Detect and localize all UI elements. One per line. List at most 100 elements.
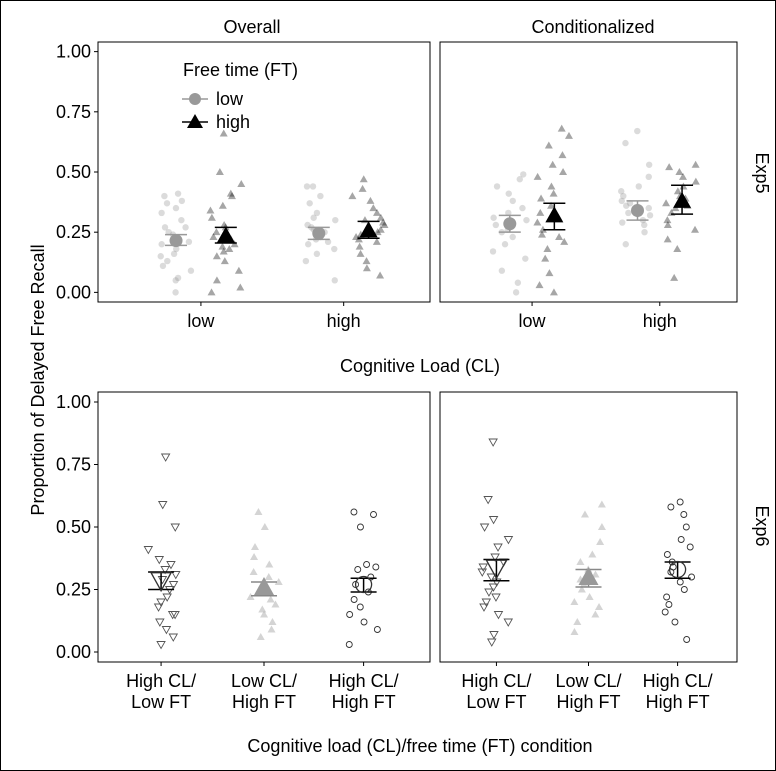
data-point-highcl-highft (356, 603, 364, 611)
data-point-lowcl-highft (588, 550, 597, 558)
data-point-highcl-highft (661, 608, 669, 616)
x-tick-label: Low FT (131, 692, 191, 712)
data-point-high (536, 208, 545, 216)
data-point-high (376, 271, 385, 279)
data-point-low (178, 216, 185, 224)
data-point-high (558, 151, 567, 159)
data-point-high (538, 225, 547, 233)
data-point-highcl-lowft (156, 598, 166, 607)
data-point-highcl-highft (370, 511, 377, 518)
data-point-low (163, 200, 171, 207)
data-point-high (665, 163, 674, 171)
data-point-low (187, 267, 195, 274)
data-point-low (623, 202, 630, 209)
data-point-low (492, 221, 500, 229)
data-point-high (226, 189, 235, 197)
x-axis-title-exp6: Cognitive load (CL)/free time (FT) condi… (247, 736, 592, 756)
data-point-low (158, 241, 165, 248)
data-point-high (376, 225, 385, 233)
data-point-lowcl-highft (260, 523, 269, 530)
data-point-lowcl-highft (576, 558, 585, 565)
data-point-highcl-highft (680, 511, 688, 518)
data-point-lowcl-highft (271, 600, 280, 608)
data-point-lowcl-highft (274, 578, 283, 585)
data-point-lowcl-highft (258, 605, 267, 613)
data-point-high (691, 225, 700, 233)
data-point-low (172, 289, 179, 296)
data-point-highcl-highft (682, 523, 690, 531)
y-tick-label: 1.00 (56, 392, 91, 412)
data-point-high (219, 247, 228, 255)
data-point-low (324, 238, 332, 246)
data-point-lowcl-highft (260, 610, 269, 618)
data-point-high (372, 237, 381, 245)
data-point-lowcl-highft (249, 568, 258, 575)
data-point-high (227, 192, 236, 200)
x-tick-label: High FT (232, 692, 296, 712)
data-point-low (331, 277, 338, 284)
data-point-highcl-lowft (488, 438, 498, 447)
data-point-high (679, 172, 688, 180)
data-point-low (645, 173, 652, 181)
data-point-low (174, 274, 182, 282)
data-point-low (317, 192, 324, 200)
data-point-highcl-lowft (170, 523, 181, 532)
data-point-high (356, 249, 365, 257)
data-point-highcl-highft (346, 611, 354, 618)
data-point-high (234, 266, 243, 274)
data-point-highcl-highft (363, 561, 371, 568)
data-point-low (645, 161, 653, 168)
data-point-low (303, 183, 311, 190)
data-point-highcl-highft (350, 508, 358, 516)
data-point-low (522, 255, 529, 262)
data-point-highcl-lowft (491, 593, 501, 602)
data-point-lowcl-highft (266, 595, 275, 603)
data-point-low (519, 204, 526, 212)
legend: Free time (FT) low high (182, 60, 298, 132)
data-point-low (622, 241, 629, 248)
data-point-high (555, 233, 564, 240)
data-point-highcl-lowft (160, 566, 170, 575)
mean-marker-low (312, 226, 326, 240)
data-point-lowcl-highft (596, 538, 605, 545)
data-point-high (691, 177, 700, 185)
y-tick-label: 0.50 (56, 162, 91, 182)
data-point-high (348, 192, 357, 200)
mean-marker-high (673, 191, 692, 208)
data-point-lowcl-highft (577, 585, 586, 593)
data-point-highcl-highft (373, 626, 381, 633)
data-point-low (332, 216, 339, 224)
data-point-high (549, 288, 558, 296)
data-point-high (212, 276, 221, 284)
legend-key-high-triangle (187, 114, 203, 128)
legend-title: Free time (FT) (183, 60, 298, 80)
data-point-high (557, 124, 566, 132)
data-point-high (560, 237, 569, 245)
x-tick-label: High CL/ (643, 671, 713, 691)
mean-marker-high (545, 206, 564, 223)
data-point-highcl-lowft (153, 603, 164, 612)
data-point-low (310, 214, 317, 221)
data-point-high (355, 242, 364, 250)
data-point-lowcl-highft (591, 610, 600, 618)
data-point-low (626, 200, 634, 207)
x-tick-label: High FT (332, 692, 396, 712)
y-axis-title: Proportion of Delayed Free Recall (28, 244, 48, 515)
data-point-low (157, 253, 164, 260)
data-point-high (215, 168, 224, 175)
data-point-high (675, 168, 684, 175)
data-point-high (691, 160, 700, 168)
data-point-highcl-lowft (479, 603, 489, 612)
y-tick-label: 0.75 (56, 102, 91, 122)
data-point-highcl-lowft (143, 546, 154, 555)
data-point-highcl-lowft (160, 453, 171, 462)
data-point-highcl-highft (663, 593, 671, 601)
data-point-lowcl-highft (597, 523, 606, 530)
data-point-low (509, 233, 516, 241)
data-point-highcl-highft (354, 566, 362, 573)
mean-marker-highcl-lowft (485, 559, 508, 580)
data-point-high (545, 269, 554, 277)
data-point-lowcl-highft (573, 618, 582, 625)
data-point-high (207, 213, 216, 221)
panel-exp6-conditionalized (439, 391, 738, 663)
